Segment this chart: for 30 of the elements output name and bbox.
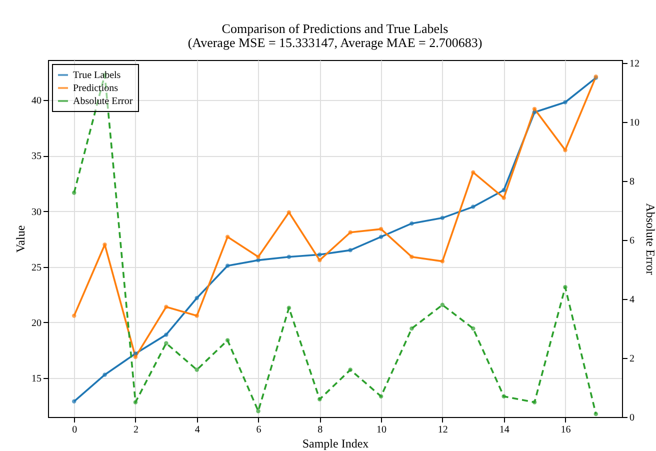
y-tick-label: 30 bbox=[32, 206, 42, 218]
legend-label: Predictions bbox=[73, 83, 118, 94]
y-axis-title: Value bbox=[14, 225, 28, 253]
y2-axis-title: Absolute Error bbox=[644, 203, 656, 275]
x-tick-label: 6 bbox=[256, 424, 262, 436]
x-tick-label: 2 bbox=[133, 424, 138, 436]
chart-title: Comparison of Predictions and True Labels bbox=[222, 20, 448, 36]
legend-label: True Labels bbox=[73, 70, 121, 81]
y-tick-label: 35 bbox=[32, 151, 42, 162]
y-tick-label: 40 bbox=[32, 96, 42, 107]
y2-tick-label: 2 bbox=[630, 353, 634, 364]
x-axis-title: Sample Index bbox=[302, 436, 369, 450]
y-tick-label: 25 bbox=[32, 262, 42, 274]
y2-tick-label: 8 bbox=[630, 176, 634, 188]
x-tick-label: 10 bbox=[376, 424, 387, 436]
legend-label: Absolute Error bbox=[73, 96, 134, 107]
x-tick-label: 12 bbox=[438, 424, 448, 436]
x-tick-label: 14 bbox=[499, 424, 510, 436]
x-tick-label: 16 bbox=[560, 424, 571, 436]
y-tick-label: 15 bbox=[32, 374, 42, 385]
y-tick-label: 20 bbox=[32, 318, 42, 329]
chart-subtitle: (Average MSE = 15.333147, Average MAE = 2.700683) bbox=[188, 34, 482, 50]
x-tick-label: 4 bbox=[194, 424, 200, 436]
y2-tick-label: 0 bbox=[630, 412, 634, 424]
y2-tick-label: 4 bbox=[630, 294, 634, 306]
x-tick-label: 0 bbox=[72, 424, 78, 436]
y2-tick-label: 12 bbox=[630, 58, 640, 70]
y2-tick-label: 10 bbox=[630, 117, 640, 128]
x-tick-label: 8 bbox=[318, 424, 323, 436]
y2-tick-label: 6 bbox=[630, 235, 634, 246]
